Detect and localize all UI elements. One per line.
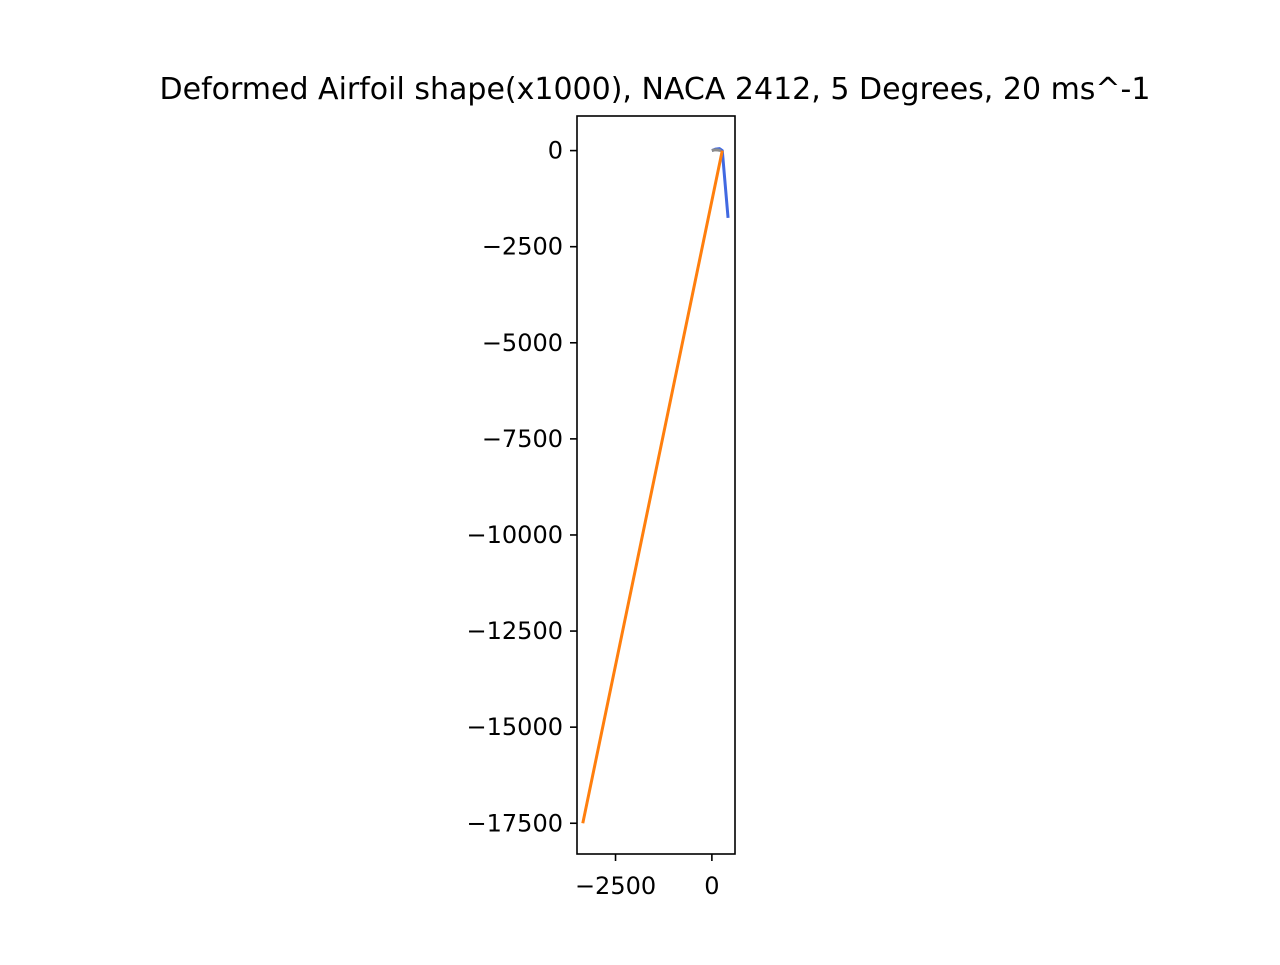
y-tick-label: −7500	[482, 425, 563, 453]
y-tick-label: 0	[548, 137, 563, 165]
x-axis: −2500 0	[575, 854, 720, 900]
x-tick-label: 0	[704, 872, 719, 900]
y-tick-label: −10000	[467, 521, 563, 549]
y-tick-label: −17500	[467, 809, 563, 837]
plot-area-frame	[576, 115, 736, 855]
series-line-3	[711, 148, 722, 153]
y-tick-label: −12500	[467, 617, 563, 645]
x-tick-label: −2500	[575, 872, 656, 900]
y-axis: 0 −2500 −5000 −7500 −10000 −12500 −15000 −17500	[467, 137, 577, 837]
chart-title: Deformed Airfoil shape(x1000), NACA 2412…	[160, 72, 1151, 107]
y-tick-label: −5000	[482, 329, 563, 357]
series-line-2	[581, 150, 724, 824]
series-layer	[581, 147, 730, 824]
y-tick-label: −15000	[467, 713, 563, 741]
y-tick-label: −2500	[482, 233, 563, 261]
